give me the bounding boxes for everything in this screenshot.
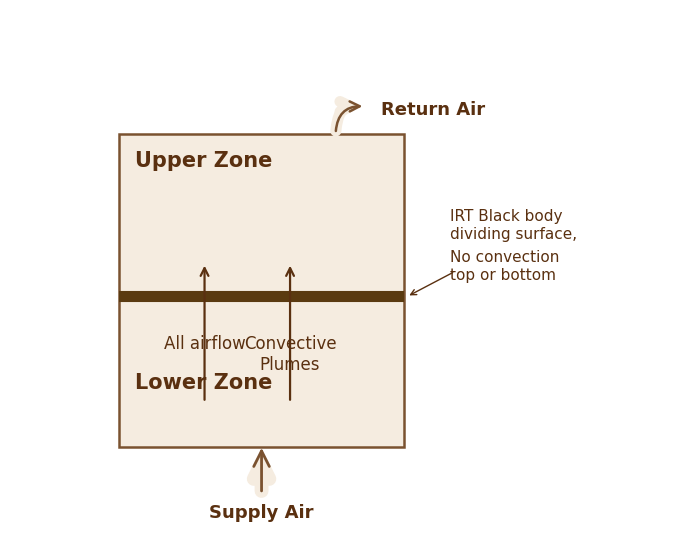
- Text: Lower Zone: Lower Zone: [135, 373, 273, 393]
- Text: Return Air: Return Air: [382, 101, 486, 119]
- Text: No convection
top or bottom: No convection top or bottom: [450, 250, 559, 283]
- Text: Convective
Plumes: Convective Plumes: [244, 335, 337, 373]
- Text: All airflow: All airflow: [164, 335, 246, 353]
- Text: IRT Black body
dividing surface,: IRT Black body dividing surface,: [450, 209, 577, 241]
- Text: Upper Zone: Upper Zone: [135, 151, 273, 170]
- Text: Supply Air: Supply Air: [210, 504, 314, 522]
- Bar: [119, 134, 404, 447]
